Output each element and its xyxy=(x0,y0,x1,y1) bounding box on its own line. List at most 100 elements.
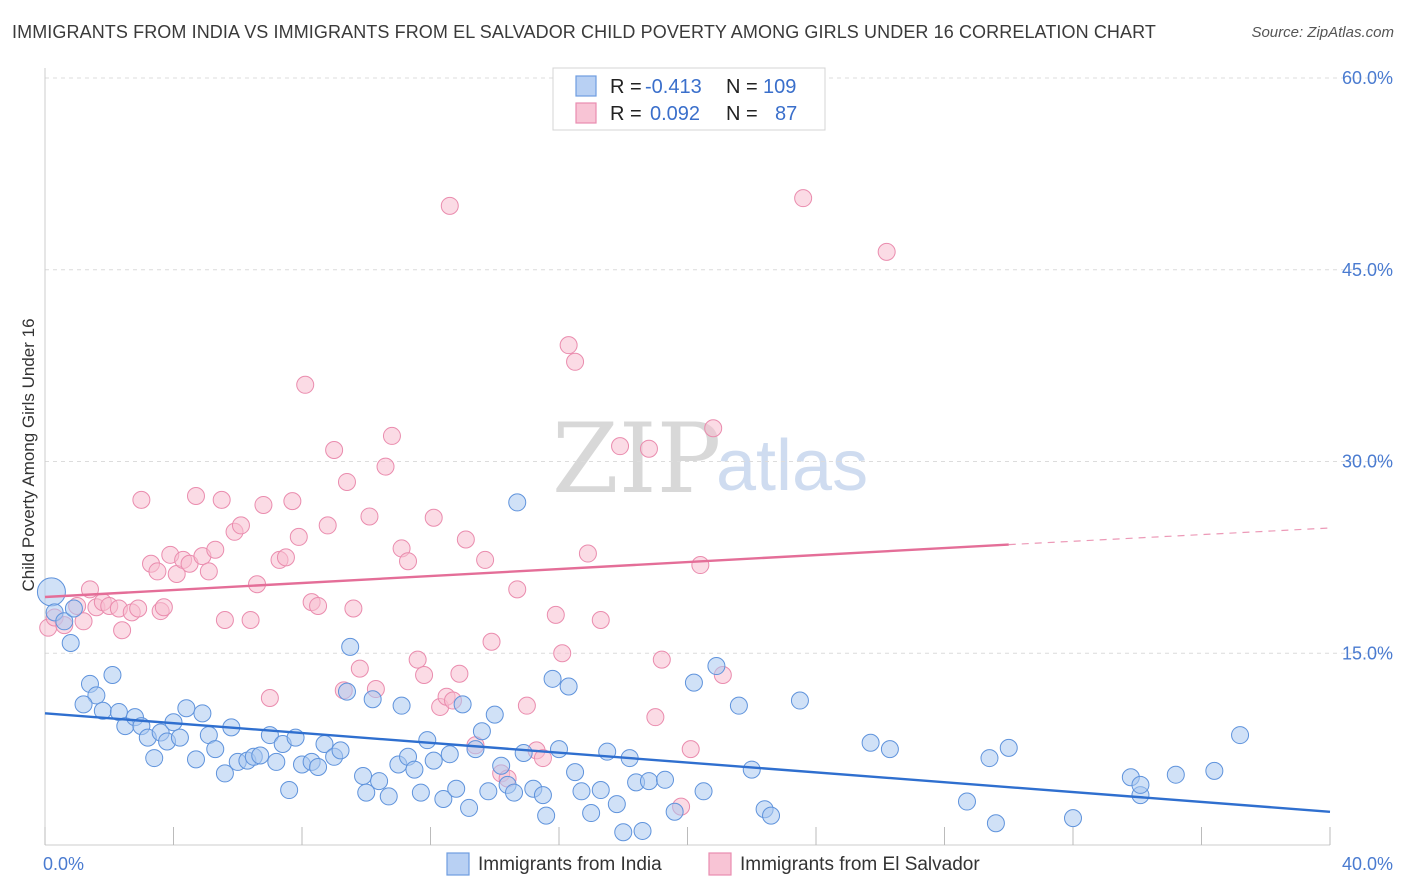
source-credit: Source: ZipAtlas.com xyxy=(1251,24,1394,41)
point-india xyxy=(537,806,556,825)
point-india xyxy=(215,764,234,783)
point-el-salvador xyxy=(553,644,572,663)
point-india xyxy=(363,690,382,709)
point-india xyxy=(986,814,1005,833)
point-india xyxy=(694,782,713,801)
watermark-atlas: atlas xyxy=(716,426,868,506)
axes xyxy=(44,68,1331,846)
point-india xyxy=(479,782,498,801)
point-india xyxy=(55,612,74,631)
point-el-salvador xyxy=(517,696,536,715)
point-india xyxy=(251,746,270,765)
point-el-salvador xyxy=(337,472,356,491)
point-india xyxy=(1166,765,1185,784)
point-india xyxy=(418,731,437,750)
point-el-salvador xyxy=(578,544,597,563)
point-india xyxy=(186,750,205,769)
series-el-salvador-points xyxy=(39,189,896,816)
point-india xyxy=(533,786,552,805)
x-tick-labels: 0.0% 40.0% xyxy=(43,854,1393,874)
point-india xyxy=(370,772,389,791)
grid-lines xyxy=(45,77,1390,654)
point-el-salvador xyxy=(681,740,700,759)
point-india xyxy=(434,789,453,808)
y-tick-labels: 15.0% 30.0% 45.0% 60.0% xyxy=(1342,68,1393,663)
point-el-salvador xyxy=(704,419,723,438)
point-india xyxy=(440,745,459,764)
point-el-salvador xyxy=(113,621,132,640)
point-india xyxy=(1205,761,1224,780)
point-india xyxy=(64,599,83,618)
legend-swatch-india xyxy=(575,75,597,97)
point-india xyxy=(880,740,899,759)
point-el-salvador xyxy=(559,336,578,355)
point-india xyxy=(639,772,658,791)
point-india xyxy=(357,783,376,802)
point-el-salvador xyxy=(283,492,302,511)
point-india xyxy=(566,763,585,782)
point-el-salvador xyxy=(296,375,315,394)
y-tick-label: 30.0% xyxy=(1342,452,1393,472)
legend-n-value-el-salvador: 87 xyxy=(775,103,797,125)
point-el-salvador xyxy=(691,556,710,575)
point-el-salvador xyxy=(360,507,379,526)
point-el-salvador xyxy=(533,749,552,768)
point-el-salvador xyxy=(546,605,565,624)
point-india xyxy=(505,783,524,802)
point-india xyxy=(280,781,299,800)
point-india xyxy=(485,705,504,724)
bottom-legend-swatch-india xyxy=(446,852,470,876)
point-india xyxy=(999,738,1018,757)
point-india xyxy=(87,686,106,705)
point-el-salvador xyxy=(877,242,896,261)
point-india xyxy=(742,760,761,779)
point-india xyxy=(559,677,578,696)
series-india-points xyxy=(36,493,1250,842)
point-india xyxy=(980,749,999,768)
watermark: ZIP atlas xyxy=(552,403,868,515)
point-el-salvador xyxy=(199,562,218,581)
legend-r-value-india: -0.413 xyxy=(645,76,702,98)
point-el-salvador xyxy=(215,611,234,630)
point-el-salvador xyxy=(260,688,279,707)
point-el-salvador xyxy=(129,599,148,618)
point-el-salvador xyxy=(325,440,344,459)
point-india xyxy=(572,782,591,801)
point-india xyxy=(633,821,652,840)
trend-line-el-salvador-extension xyxy=(1008,527,1331,546)
point-el-salvador xyxy=(376,457,395,476)
y-tick-label: 15.0% xyxy=(1342,643,1393,663)
point-el-salvador xyxy=(206,540,225,559)
point-el-salvador xyxy=(456,530,475,549)
point-el-salvador xyxy=(289,527,308,546)
point-india xyxy=(177,699,196,718)
point-el-salvador xyxy=(794,189,813,208)
point-india xyxy=(354,766,373,785)
point-india xyxy=(36,577,66,607)
point-india xyxy=(582,804,601,823)
point-india xyxy=(267,752,286,771)
correlation-legend: R = -0.413 N = 109 R = 0.092 N = 87 xyxy=(552,67,826,131)
point-india xyxy=(684,673,703,692)
bottom-legend-label-india: Immigrants from India xyxy=(478,854,662,875)
point-india xyxy=(337,682,356,701)
point-india xyxy=(466,740,485,759)
point-india xyxy=(508,493,527,512)
point-india xyxy=(543,669,562,688)
legend-box xyxy=(552,67,826,131)
point-el-salvador xyxy=(652,650,671,669)
point-el-salvador xyxy=(639,439,658,458)
point-el-salvador xyxy=(399,552,418,571)
bottom-legend-label-el-salvador: Immigrants from El Salvador xyxy=(740,854,980,875)
point-india xyxy=(331,741,350,760)
y-tick-label: 45.0% xyxy=(1342,260,1393,280)
point-el-salvador xyxy=(408,650,427,669)
legend-r-label-el-salvador: R = xyxy=(610,103,642,125)
point-india xyxy=(1064,809,1082,828)
point-el-salvador xyxy=(476,550,495,569)
legend-r-label-india: R = xyxy=(610,76,642,98)
legend-n-value-india: 109 xyxy=(763,76,796,98)
point-el-salvador xyxy=(424,508,443,527)
point-india xyxy=(341,637,360,656)
